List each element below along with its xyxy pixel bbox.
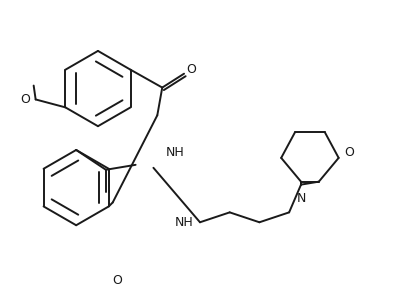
Text: N: N xyxy=(296,192,306,205)
Text: O: O xyxy=(20,93,30,106)
Text: NH: NH xyxy=(165,146,184,159)
Text: NH: NH xyxy=(175,216,194,229)
Text: O: O xyxy=(112,274,122,287)
Text: O: O xyxy=(345,146,354,159)
Text: O: O xyxy=(186,63,196,76)
